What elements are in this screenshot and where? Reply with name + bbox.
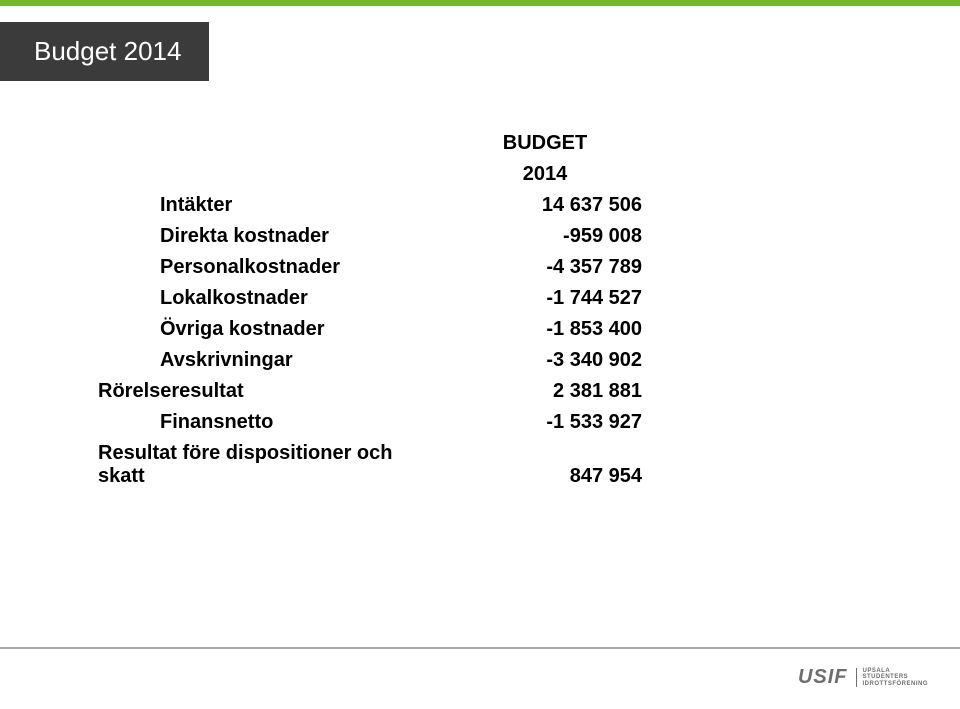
header-value-top: BUDGET bbox=[440, 128, 650, 159]
logo: USIF UPSALA STUDENTERS IDROTTSFÖRENING bbox=[798, 666, 928, 689]
row-value: -1 853 400 bbox=[440, 314, 650, 345]
logo-mark: USIF bbox=[798, 666, 848, 689]
row-label: Övriga kostnader bbox=[90, 314, 440, 345]
row-value: -1 533 927 bbox=[440, 407, 650, 438]
logo-subtext: UPSALA STUDENTERS IDROTTSFÖRENING bbox=[856, 668, 929, 688]
row-label: Finansnetto bbox=[90, 407, 440, 438]
row-value: -959 008 bbox=[440, 221, 650, 252]
row-label: Direkta kostnader bbox=[90, 221, 440, 252]
table-row: Lokalkostnader-1 744 527 bbox=[90, 283, 650, 314]
row-label: Personalkostnader bbox=[90, 252, 440, 283]
row-value: 847 954 bbox=[440, 438, 650, 492]
table-row: Avskrivningar-3 340 902 bbox=[90, 345, 650, 376]
footer-divider bbox=[0, 647, 960, 649]
logo-sub-line: UPSALA bbox=[863, 668, 929, 675]
row-label: Rörelseresultat bbox=[90, 376, 440, 407]
logo-sub-line: IDROTTSFÖRENING bbox=[863, 681, 929, 688]
budget-table-body: BUDGET2014Intäkter14 637 506Direkta kost… bbox=[90, 128, 650, 492]
content-area: BUDGET2014Intäkter14 637 506Direkta kost… bbox=[90, 128, 650, 492]
table-header-row: BUDGET bbox=[90, 128, 650, 159]
table-row: Resultat före dispositioner och skatt847… bbox=[90, 438, 650, 492]
header-empty bbox=[90, 128, 440, 159]
table-row: Övriga kostnader-1 853 400 bbox=[90, 314, 650, 345]
row-value: -4 357 789 bbox=[440, 252, 650, 283]
slide-title: Budget 2014 bbox=[0, 22, 209, 81]
top-accent-bar bbox=[0, 0, 960, 6]
table-row: Finansnetto-1 533 927 bbox=[90, 407, 650, 438]
row-value: 14 637 506 bbox=[440, 190, 650, 221]
row-label: Intäkter bbox=[90, 190, 440, 221]
table-row: Personalkostnader-4 357 789 bbox=[90, 252, 650, 283]
header-empty bbox=[90, 159, 440, 190]
header-value-bottom: 2014 bbox=[440, 159, 650, 190]
row-value: -3 340 902 bbox=[440, 345, 650, 376]
row-label: Resultat före dispositioner och skatt bbox=[90, 438, 440, 492]
table-row: Intäkter14 637 506 bbox=[90, 190, 650, 221]
slide: Budget 2014 BUDGET2014Intäkter14 637 506… bbox=[0, 0, 960, 709]
table-row: Rörelseresultat2 381 881 bbox=[90, 376, 650, 407]
title-area: Budget 2014 bbox=[0, 22, 209, 80]
table-header-row: 2014 bbox=[90, 159, 650, 190]
logo-sub-line: STUDENTERS bbox=[863, 674, 929, 681]
row-value: -1 744 527 bbox=[440, 283, 650, 314]
budget-table: BUDGET2014Intäkter14 637 506Direkta kost… bbox=[90, 128, 650, 492]
row-label: Avskrivningar bbox=[90, 345, 440, 376]
row-value: 2 381 881 bbox=[440, 376, 650, 407]
row-label: Lokalkostnader bbox=[90, 283, 440, 314]
table-row: Direkta kostnader-959 008 bbox=[90, 221, 650, 252]
